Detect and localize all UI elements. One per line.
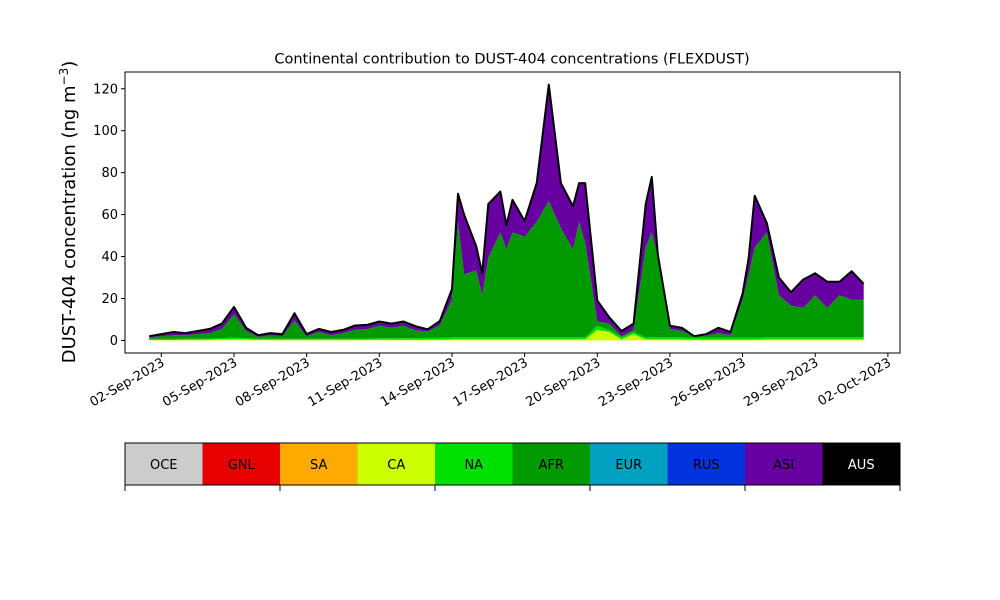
y-axis-label-superscript: −3 [57,68,71,86]
legend-label-aus: AUS [848,458,875,473]
y-tick-label: 100 [93,124,118,139]
chart-title: Continental contribution to DUST-404 con… [274,52,749,68]
y-tick-label: 80 [101,166,118,181]
legend-swatch-rus [667,443,745,485]
y-tick-label: 20 [101,292,118,307]
total-concentration-line [149,83,865,338]
legend-swatch-na [435,443,513,485]
legend-swatch-oce [125,443,203,485]
legend-swatch-sa [280,443,358,485]
legend-label-sa: SA [310,458,327,473]
legend-label-oce: OCE [150,458,178,473]
y-axis-label: DUST-404 concentration (ng m−3) [57,61,80,364]
x-tick-label: 20-Sep-2023 [523,355,603,410]
legend-swatch-afr [512,443,590,485]
x-tick-label: 05-Sep-2023 [160,355,240,410]
legend-swatch-ca [357,443,435,485]
x-tick-label: 11-Sep-2023 [305,355,385,410]
y-axis: 0 20 40 60 80 100 120 [93,82,125,349]
x-tick-label: 17-Sep-2023 [451,355,531,410]
x-axis: 02-Sep-202305-Sep-202308-Sep-202311-Sep-… [88,353,894,410]
legend-label-gnl: GNL [228,458,256,473]
x-tick-label: 14-Sep-2023 [378,355,458,410]
area-afr [149,201,864,339]
stacked-areas [149,84,864,341]
x-tick-label: 29-Sep-2023 [741,355,821,410]
y-tick-label: 60 [101,208,118,223]
x-tick-label: 02-Sep-2023 [88,355,168,410]
legend-label-ca: CA [387,458,405,473]
plot-frame [124,71,901,354]
legend-label-asi: ASI [773,458,794,473]
x-tick-label: 08-Sep-2023 [233,355,313,410]
legend-label-rus: RUS [693,458,720,473]
legend-swatch-aus [822,443,900,485]
x-tick-label: 23-Sep-2023 [596,355,676,410]
continent-legend-bar: OCE GNL SA CA NA AFR EUR RUS ASI AUS [124,442,901,491]
legend-frame [124,442,901,486]
legend-label-afr: AFR [539,458,564,473]
legend-label-na: NA [464,458,483,473]
x-tick-label: 02-Oct-2023 [815,355,893,409]
legend-swatch-asi [745,443,823,485]
legend-swatch-eur [590,443,668,485]
y-axis-label-text: DUST-404 concentration (ng m [59,85,80,363]
y-tick-label: 0 [110,334,118,349]
x-tick-label: 26-Sep-2023 [669,355,749,410]
y-tick-label: 40 [101,250,118,265]
area-na [149,325,864,340]
legend-swatch-gnl [202,443,280,485]
plot-area [124,71,901,354]
y-tick-label: 120 [93,82,118,97]
legend-label-eur: EUR [615,458,642,473]
y-axis-label-close: ) [59,61,80,68]
